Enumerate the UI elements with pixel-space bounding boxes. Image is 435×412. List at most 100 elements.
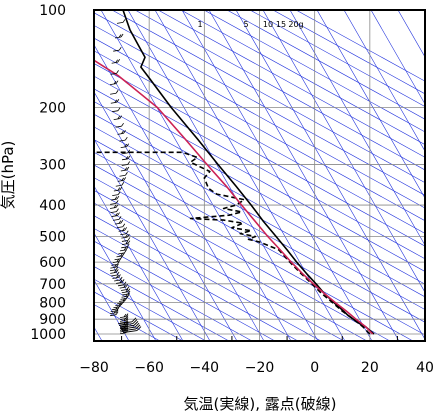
wind-barb	[114, 276, 123, 282]
wind-barb	[120, 230, 129, 236]
dry-adiabat-line	[94, 50, 425, 234]
wind-barb	[121, 161, 131, 166]
dry-adiabat-line	[94, 25, 425, 209]
dry-adiabat-line	[94, 266, 230, 341]
dry-adiabat-line	[94, 240, 276, 341]
wind-barb	[120, 166, 130, 172]
mixing-ratio-label: 1	[197, 20, 202, 29]
wind-barb	[121, 233, 130, 239]
isotherm-line	[235, 10, 425, 340]
wind-barb	[121, 240, 131, 246]
wind-barb	[111, 261, 120, 266]
mixing-ratio-labels: 1 5 10 15 20g	[197, 20, 303, 29]
dry-adiabat-line	[94, 139, 425, 323]
wind-barb	[110, 309, 119, 315]
dry-adiabat-line	[295, 10, 425, 82]
wind-barb	[119, 172, 128, 177]
x-tick-labels: −80 −60 −40 −20 0 20 40	[79, 360, 434, 376]
wind-barb	[109, 204, 119, 209]
wind-barb	[115, 122, 124, 128]
wind-barb	[110, 90, 119, 95]
dry-adiabat-line	[94, 126, 425, 310]
mixing-ratio-label: 20g	[288, 20, 303, 29]
mixing-ratio-label: 10	[263, 20, 273, 29]
wind-barb	[114, 219, 124, 225]
wind-barb	[109, 266, 119, 272]
wind-barb	[110, 208, 119, 213]
dry-adiabat-line	[94, 215, 322, 341]
isotherm-line	[262, 10, 425, 293]
wind-barb	[110, 263, 119, 269]
wind-barb	[118, 249, 127, 255]
dry-adiabat-line	[94, 88, 425, 272]
wind-barb	[116, 279, 125, 284]
dry-adiabat-line	[94, 190, 368, 341]
dry-adiabat-line	[203, 10, 425, 133]
wind-barb	[118, 227, 128, 232]
wind-barbs	[109, 19, 142, 335]
mixing-ratio-label: 5	[243, 20, 248, 29]
wind-barb	[111, 271, 120, 277]
dry-adiabat-line	[157, 10, 425, 158]
wind-barb	[112, 258, 122, 263]
wind-barb	[111, 59, 121, 64]
wind-barb	[113, 115, 123, 121]
wind-barb	[119, 317, 129, 322]
plot-frame	[93, 9, 426, 342]
x-tick-label: −60	[134, 360, 164, 376]
x-tick-label: −20	[245, 360, 275, 376]
x-tick-label: −40	[190, 360, 220, 376]
wind-barb	[120, 143, 130, 149]
profile-series	[94, 10, 375, 335]
isotherm-line	[94, 44, 265, 341]
wind-barb	[110, 311, 119, 317]
y-tick-label: 500	[39, 229, 66, 245]
wind-barb	[117, 130, 126, 135]
wind-barb	[121, 237, 131, 242]
dewpoint-profile-line	[94, 151, 371, 335]
y-tick-label: 700	[39, 277, 66, 293]
wind-barb	[116, 19, 126, 24]
wind-barb	[117, 281, 127, 287]
x-tick-label: 40	[416, 360, 434, 376]
dry-adiabat-line	[94, 12, 425, 196]
x-tick-label: 20	[361, 360, 379, 376]
isotherm-line	[181, 10, 373, 341]
isotherm-line	[343, 10, 425, 152]
x-tick-label: 0	[310, 360, 319, 376]
wind-barb	[109, 80, 119, 86]
isotherm-line	[370, 10, 425, 105]
wind-barb	[113, 46, 122, 52]
dry-adiabat-line	[94, 278, 207, 341]
wind-barb	[111, 107, 121, 113]
y-tick-label: 900	[39, 312, 66, 328]
y-tick-label: 300	[39, 158, 66, 174]
y-tick-label: 100	[39, 3, 66, 19]
wind-barb	[112, 191, 121, 197]
y-tick-label: 200	[39, 101, 66, 117]
isotherm-line	[94, 185, 184, 341]
dry-adiabat-line	[94, 253, 253, 341]
y-tick-label: 1000	[30, 327, 66, 343]
wind-barb	[110, 70, 119, 75]
wind-barb	[115, 182, 125, 187]
wind-barb	[121, 288, 131, 294]
wind-barb	[119, 283, 129, 289]
dry-adiabat-line	[94, 37, 425, 222]
dry-adiabat-line	[94, 151, 425, 336]
wind-barb	[119, 246, 129, 252]
y-tick-label: 800	[39, 296, 66, 312]
wind-barb	[121, 155, 131, 161]
dry-adiabat-line	[94, 63, 425, 247]
isotherm-line	[289, 10, 425, 246]
wind-barb	[116, 223, 126, 229]
wind-barb	[114, 255, 123, 261]
dry-adiabat-line	[94, 113, 425, 298]
wind-barb	[117, 177, 127, 182]
wind-barb	[110, 269, 119, 274]
y-tick-label: 400	[39, 198, 66, 214]
wind-barb	[120, 286, 130, 291]
wind-barb	[113, 186, 123, 192]
wind-barb	[121, 243, 130, 249]
